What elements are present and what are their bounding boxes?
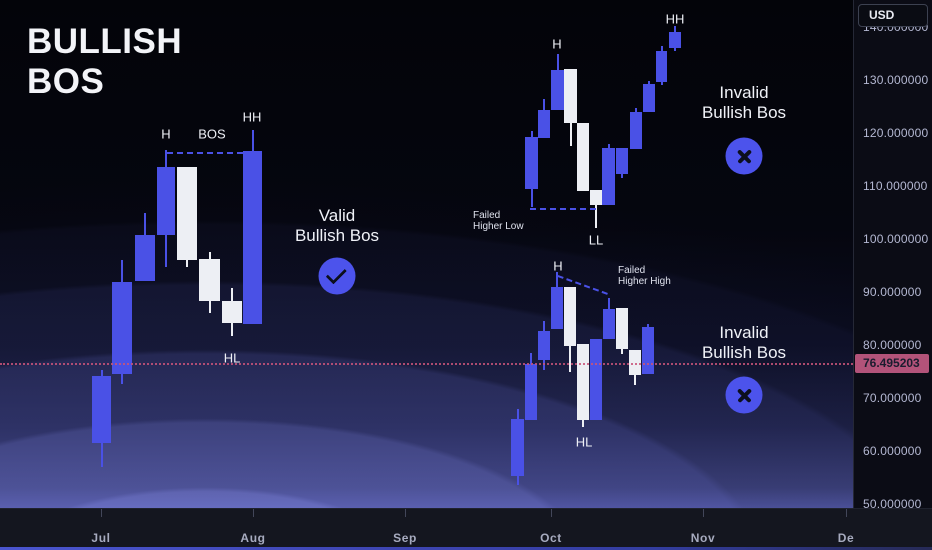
time-axis-month-label: De xyxy=(837,531,855,545)
invalid-cross-icon xyxy=(725,376,763,414)
candle-body xyxy=(222,301,242,324)
structure-label-hl: HL xyxy=(575,434,593,450)
current-price-badge: 76.495203 xyxy=(855,354,929,374)
price-axis-label: 130.000000 xyxy=(863,73,929,87)
verdict-text: Invalid Bullish Bos xyxy=(701,323,787,362)
candle-body xyxy=(656,50,667,83)
candle-body xyxy=(616,147,628,175)
verdict-text: Invalid Bullish Bos xyxy=(701,83,787,122)
failed-structure-note: Failed Higher High xyxy=(618,265,671,287)
structure-label-h: H xyxy=(161,126,171,142)
time-axis-tick xyxy=(405,509,406,517)
time-axis-month-label: Jul xyxy=(91,531,111,545)
price-axis-label: 80.000000 xyxy=(863,338,922,352)
candle-body xyxy=(243,151,262,325)
candle-body xyxy=(525,136,538,190)
candle-body xyxy=(538,330,550,361)
candle-body xyxy=(135,234,155,282)
structure-label-hh: HH xyxy=(665,11,685,27)
time-axis-tick xyxy=(253,509,254,517)
structure-label-ll: LL xyxy=(588,232,604,248)
candle-body xyxy=(511,418,524,476)
cross-glyph xyxy=(735,386,753,404)
page-title-line1: BULLISH xyxy=(27,22,183,61)
candle-wick xyxy=(595,190,597,228)
time-axis-tick xyxy=(846,509,847,517)
structure-label-hl: HL xyxy=(223,350,241,366)
candle-body xyxy=(590,338,602,420)
verdict-text: Valid Bullish Bos xyxy=(294,206,380,245)
candle-body xyxy=(669,32,681,49)
candle-body xyxy=(564,286,576,346)
candle-body xyxy=(112,282,132,374)
current-price-line xyxy=(0,362,853,365)
time-axis-month-label: Aug xyxy=(240,531,266,545)
structure-label-hh: HH xyxy=(242,109,262,125)
valid-check-icon xyxy=(318,257,356,295)
page-title: BULLISH BOS xyxy=(27,22,182,102)
time-axis-tick xyxy=(101,509,102,517)
candle-body xyxy=(602,148,615,205)
price-axis[interactable]: USD 76.495203 140.000000 130.000000 120.00… xyxy=(853,0,932,550)
price-axis-label: 70.000000 xyxy=(863,391,922,405)
candle-body xyxy=(630,112,642,149)
price-axis-label: 120.000000 xyxy=(863,126,929,140)
candle-body xyxy=(564,68,577,124)
invalid-cross-icon xyxy=(725,137,763,175)
time-axis-tick xyxy=(551,509,552,517)
candle-body xyxy=(590,190,602,205)
cross-glyph xyxy=(735,147,753,165)
candle-body xyxy=(177,166,197,260)
chart-canvas[interactable]: BULLISH BOS H BOS HH HL H HH LL Failed Higher Lo… xyxy=(0,0,853,508)
candle-body xyxy=(577,123,589,192)
candle-body xyxy=(603,308,615,339)
check-glyph xyxy=(325,263,347,285)
structure-label-h: H xyxy=(553,258,563,274)
candle-body xyxy=(629,349,641,376)
candle-body xyxy=(616,307,628,349)
candle-body xyxy=(643,83,655,112)
structure-dashed-line xyxy=(530,207,596,210)
currency-button[interactable]: USD xyxy=(858,4,928,27)
time-axis-month-label: Nov xyxy=(690,531,716,545)
price-axis-label: 90.000000 xyxy=(863,285,922,299)
candle-body xyxy=(525,364,537,421)
candle-body xyxy=(92,375,111,443)
time-axis-month-label: Sep xyxy=(393,531,417,545)
price-axis-label: 60.000000 xyxy=(863,444,922,458)
time-axis[interactable]: Jul Aug Sep Oct Nov De xyxy=(0,508,932,550)
failed-structure-note: Failed Higher Low xyxy=(473,210,524,232)
candle-body xyxy=(577,344,589,421)
price-axis-label: 110.000000 xyxy=(863,179,928,193)
current-price-value: 76.495203 xyxy=(863,356,920,371)
price-axis-label: 100.000000 xyxy=(863,232,929,246)
candle-body xyxy=(551,69,564,110)
page-title-line2: BOS xyxy=(27,62,105,101)
price-axis-label: 50.000000 xyxy=(863,497,922,511)
candle-body xyxy=(157,166,175,235)
candle-body xyxy=(199,258,220,301)
candle-body xyxy=(551,287,563,329)
currency-label: USD xyxy=(869,8,895,22)
time-axis-tick xyxy=(703,509,704,517)
structure-label-h: H xyxy=(552,36,562,52)
candle-body xyxy=(538,109,550,139)
bottom-glow-band xyxy=(0,547,932,550)
structure-label-bos: BOS xyxy=(198,126,226,142)
candle-body xyxy=(642,326,654,374)
structure-dashed-line xyxy=(167,152,243,155)
time-axis-month-label: Oct xyxy=(540,531,562,545)
